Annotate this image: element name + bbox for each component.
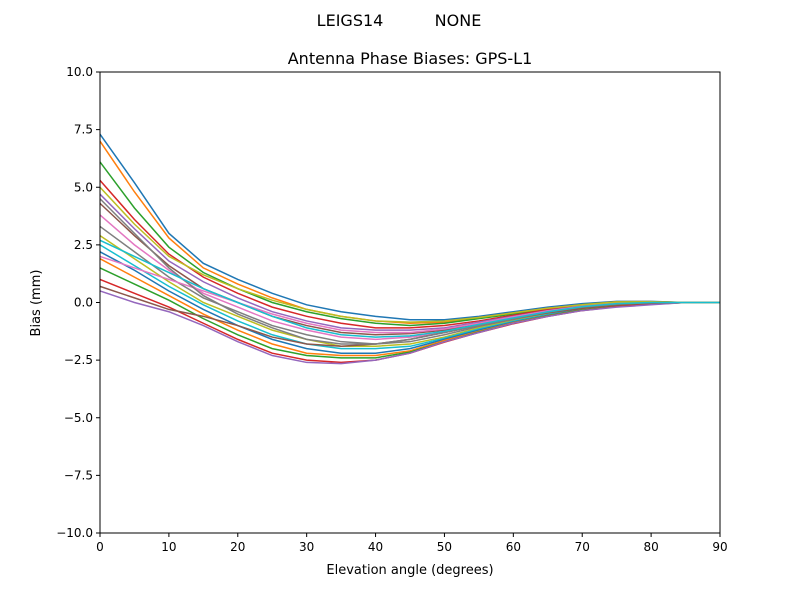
x-tick-label: 0 bbox=[96, 540, 104, 554]
series-line-20 bbox=[99, 239, 720, 338]
x-tick-label: 30 bbox=[299, 540, 314, 554]
suptitle-left: LEIGS14 bbox=[317, 11, 384, 30]
x-tick-label: 40 bbox=[368, 540, 383, 554]
series-lines bbox=[99, 133, 720, 365]
x-axis-label: Elevation angle (degrees) bbox=[326, 563, 493, 578]
y-tick-label: −2.5 bbox=[64, 353, 93, 367]
x-tick-label: 80 bbox=[643, 540, 658, 554]
y-tick-label: −10.0 bbox=[56, 526, 93, 540]
y-axis-label: Bias (mm) bbox=[29, 270, 44, 337]
y-tick-label: 7.5 bbox=[74, 123, 93, 137]
series-line-5 bbox=[99, 193, 720, 331]
series-line-15 bbox=[99, 290, 720, 365]
y-tick-label: −7.5 bbox=[64, 468, 93, 482]
y-tick-label: −5.0 bbox=[64, 411, 93, 425]
suptitle-right: NONE bbox=[435, 11, 482, 30]
y-tick-label: 0.0 bbox=[74, 296, 93, 310]
chart-title: Antenna Phase Biases: GPS-L1 bbox=[288, 49, 533, 68]
x-tick-label: 60 bbox=[506, 540, 521, 554]
series-line-19 bbox=[99, 186, 720, 323]
y-tick-label: 2.5 bbox=[74, 238, 93, 252]
axis-ticks: 0 10 20 30 40 50 60 70 80 90 −10.0 −7.5 −5.0 −2.5 0.0 2… bbox=[56, 65, 727, 554]
x-tick-label: 20 bbox=[230, 540, 245, 554]
axes-frame bbox=[99, 71, 721, 534]
x-tick-label: 50 bbox=[437, 540, 452, 554]
x-tick-label: 10 bbox=[161, 540, 176, 554]
x-tick-label: 90 bbox=[712, 540, 727, 554]
y-tick-label: 10.0 bbox=[66, 65, 93, 79]
series-line-8 bbox=[99, 225, 720, 345]
y-tick-label: 5.0 bbox=[74, 180, 93, 194]
x-tick-label: 70 bbox=[575, 540, 590, 554]
